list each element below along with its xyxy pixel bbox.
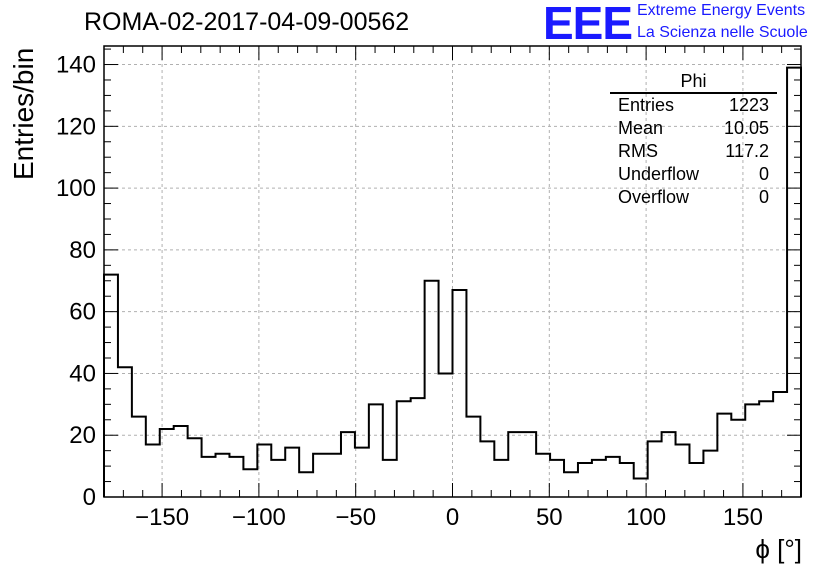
stats-value: 0 — [758, 187, 769, 207]
x-tick-label: 100 — [626, 504, 666, 531]
y-tick-label: 40 — [69, 360, 96, 387]
stats-row: Entries 1223 — [610, 94, 777, 117]
histogram-bin — [327, 454, 341, 497]
stats-value: 117.2 — [725, 141, 769, 161]
stats-value: 0 — [758, 164, 769, 184]
stats-row: Mean 10.05 — [610, 117, 777, 140]
y-tick-label: 140 — [56, 52, 96, 79]
histogram-bin — [689, 463, 703, 497]
x-tick-label: 50 — [536, 504, 563, 531]
histogram-bin — [188, 438, 202, 497]
histogram-bin — [243, 469, 257, 497]
histogram-bin — [787, 68, 801, 497]
y-tick-label: 0 — [83, 484, 96, 511]
histogram-bin — [480, 441, 494, 497]
histogram-bin — [257, 444, 271, 497]
x-axis-label: ϕ [°] — [755, 534, 802, 564]
histogram-bin — [439, 373, 453, 497]
histogram-bin — [425, 281, 439, 497]
histogram-bin — [508, 432, 522, 497]
histogram-bin — [341, 432, 355, 497]
stats-value: 1223 — [728, 95, 769, 115]
x-tick-label: −150 — [135, 504, 189, 531]
y-tick-label: 100 — [56, 175, 96, 202]
histogram-bin — [216, 454, 230, 497]
histogram-bin — [132, 417, 146, 497]
histogram-bin — [453, 290, 467, 497]
histogram-bin — [606, 457, 620, 497]
histogram-bin — [773, 392, 787, 497]
histogram-bin — [536, 454, 550, 497]
plot-frame — [103, 45, 802, 498]
x-tick-label: 0 — [446, 504, 459, 531]
histogram-series-line — [103, 66, 802, 497]
histogram-bin — [759, 401, 773, 497]
histogram-bin — [146, 444, 160, 497]
histogram-bin — [397, 401, 411, 497]
histogram-bin — [494, 460, 508, 497]
stats-row: Overflow 0 — [610, 186, 777, 209]
histogram-bin — [229, 457, 243, 497]
histogram-bin — [369, 404, 383, 497]
stats-row: Underflow 0 — [610, 163, 777, 186]
histogram-bin — [313, 454, 327, 497]
histogram-bin — [104, 275, 118, 497]
x-tick-label: −100 — [232, 504, 286, 531]
histogram-bin — [592, 460, 606, 497]
logo-subtitle-2: La Scienza nelle Scuole — [637, 24, 808, 41]
histogram-bin — [550, 460, 564, 497]
x-tick-label: −50 — [335, 504, 376, 531]
histogram-bin — [564, 472, 578, 497]
histogram-bin — [731, 420, 745, 497]
y-tick-label: 60 — [69, 299, 96, 326]
run-title: ROMA-02-2017-04-09-00562 — [84, 8, 410, 36]
histogram-bin — [160, 429, 174, 497]
y-tick-label: 120 — [56, 113, 96, 140]
histogram-bin — [634, 478, 648, 497]
x-tick-label: 150 — [723, 504, 763, 531]
stats-label: Mean — [618, 118, 664, 138]
histogram-bin — [578, 463, 592, 497]
histogram-bin — [466, 417, 480, 497]
histogram-bin — [522, 432, 536, 497]
y-tick-label: 20 — [69, 422, 96, 449]
histogram-bin — [703, 451, 717, 497]
histogram-bin — [662, 432, 676, 497]
stats-label: Overflow — [618, 187, 690, 207]
stats-label: Entries — [618, 95, 675, 115]
stats-label: RMS — [618, 141, 658, 161]
y-axis-label: Entries/bin — [8, 47, 39, 180]
histogram-bin — [174, 426, 188, 497]
y-tick-label: 80 — [69, 237, 96, 264]
eee-logo: EEE — [543, 0, 633, 49]
stats-label: Underflow — [618, 164, 700, 184]
stats-row: RMS 117.2 — [610, 140, 777, 163]
histogram-bin — [202, 457, 216, 497]
stats-title: Phi — [610, 70, 777, 94]
histogram-bin — [620, 463, 634, 497]
stats-value: 10.05 — [723, 118, 769, 138]
histogram-bin — [383, 460, 397, 497]
histogram-bin — [648, 441, 662, 497]
histogram-bin — [676, 444, 690, 497]
histogram-bin — [285, 448, 299, 497]
stats-box: Phi Entries 1223 Mean 10.05 RMS 117.2 Under… — [610, 70, 777, 209]
histogram-bin — [355, 448, 369, 497]
histogram-bin — [118, 367, 132, 497]
logo-subtitle-1: Extreme Energy Events — [637, 2, 806, 19]
histogram-bin — [411, 398, 425, 497]
histogram-bin — [271, 460, 285, 497]
histogram-bin — [745, 404, 759, 497]
histogram-bin — [717, 414, 731, 497]
histogram-bin — [299, 472, 313, 497]
